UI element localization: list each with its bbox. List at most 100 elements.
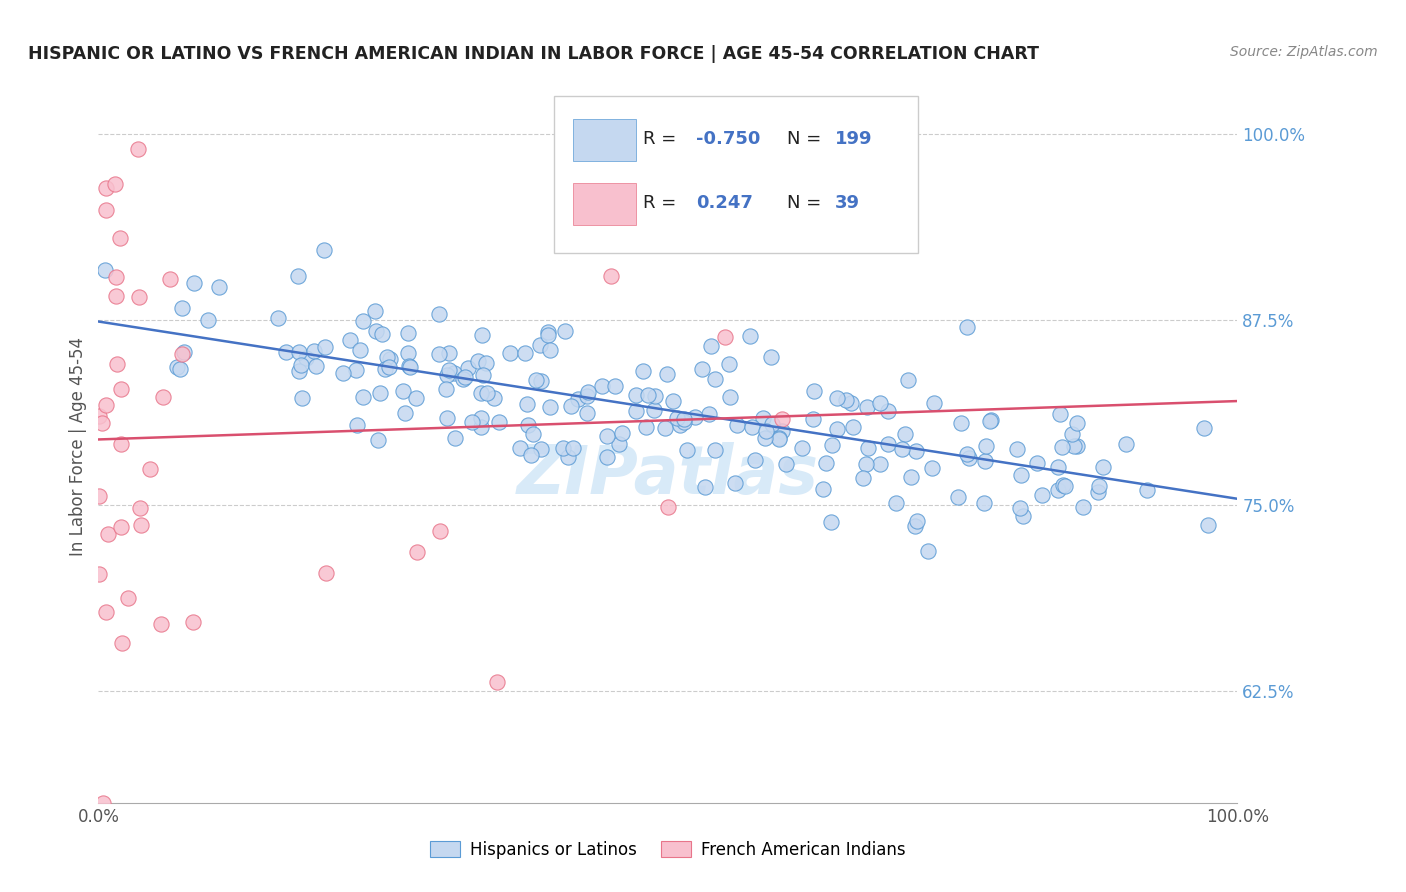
Point [811, 482, 834, 496]
Point [1054, 479, 1077, 493]
Point [294, 351, 316, 365]
Point [472, 368, 495, 382]
Point [339, 334, 361, 348]
Point [529, 337, 551, 351]
Point [1197, 518, 1219, 533]
Text: 0.247: 0.247 [696, 194, 754, 212]
Point [406, 545, 429, 559]
Point [1091, 460, 1114, 475]
Point [557, 450, 579, 464]
Point [567, 392, 589, 406]
Text: -0.750: -0.750 [696, 130, 761, 148]
Point [110, 382, 132, 396]
Point [110, 520, 132, 534]
Point [274, 344, 297, 359]
Text: N =: N = [787, 130, 827, 148]
Point [957, 450, 980, 465]
Point [538, 343, 561, 358]
Point [536, 328, 558, 343]
Point [396, 326, 419, 340]
Point [1115, 436, 1137, 450]
Point [267, 310, 290, 325]
Point [662, 393, 685, 408]
Point [312, 243, 335, 257]
Text: R =: R = [643, 130, 682, 148]
Point [876, 436, 898, 450]
Point [524, 373, 547, 387]
Point [907, 514, 929, 528]
Point [741, 420, 763, 434]
Point [692, 362, 714, 376]
Point [516, 396, 538, 410]
Point [172, 301, 194, 315]
Point [825, 392, 848, 406]
Text: ZIPatlas: ZIPatlas [517, 442, 818, 508]
Point [700, 339, 723, 353]
Point [770, 412, 793, 426]
Point [1031, 488, 1053, 502]
Point [513, 346, 536, 360]
Point [517, 418, 540, 433]
Text: Source: ZipAtlas.com: Source: ZipAtlas.com [1230, 45, 1378, 59]
Point [553, 442, 575, 456]
Point [173, 345, 195, 359]
Point [181, 615, 204, 629]
Point [921, 460, 943, 475]
Point [208, 280, 231, 294]
Point [610, 425, 633, 440]
Point [1011, 509, 1033, 524]
Point [111, 635, 134, 649]
Point [537, 325, 560, 339]
Point [1088, 478, 1111, 492]
Point [979, 414, 1001, 428]
Point [596, 429, 619, 443]
Point [364, 324, 387, 338]
Point [740, 329, 762, 343]
Point [139, 462, 162, 476]
Point [718, 390, 741, 404]
Point [657, 500, 679, 514]
Point [1066, 439, 1088, 453]
Point [950, 417, 973, 431]
Point [922, 395, 945, 409]
Point [725, 418, 748, 433]
Point [673, 415, 696, 429]
Point [856, 441, 879, 455]
Point [755, 424, 778, 438]
Point [374, 361, 396, 376]
Point [596, 450, 619, 465]
Point [1010, 468, 1032, 483]
Point [352, 390, 374, 404]
Point [352, 314, 374, 328]
Point [768, 433, 790, 447]
Point [538, 401, 561, 415]
Point [980, 413, 1002, 427]
Point [530, 374, 553, 388]
Point [1007, 442, 1029, 456]
Point [768, 431, 790, 445]
Point [97, 526, 120, 541]
Point [576, 384, 599, 399]
Point [129, 500, 152, 515]
Point [973, 496, 995, 510]
Point [1052, 478, 1074, 492]
Point [439, 363, 461, 377]
Point [288, 344, 311, 359]
Point [644, 389, 666, 403]
Point [482, 392, 505, 406]
Point [287, 268, 309, 283]
Point [94, 181, 117, 195]
Point [91, 796, 114, 810]
Point [96, 605, 118, 619]
Point [166, 359, 188, 374]
Point [444, 431, 467, 445]
Point [562, 441, 585, 455]
Point [290, 358, 312, 372]
Point [1060, 426, 1083, 441]
Point [398, 359, 420, 373]
Point [314, 340, 336, 354]
Point [1071, 500, 1094, 514]
Point [643, 402, 665, 417]
Point [488, 415, 510, 429]
Point [94, 202, 117, 217]
